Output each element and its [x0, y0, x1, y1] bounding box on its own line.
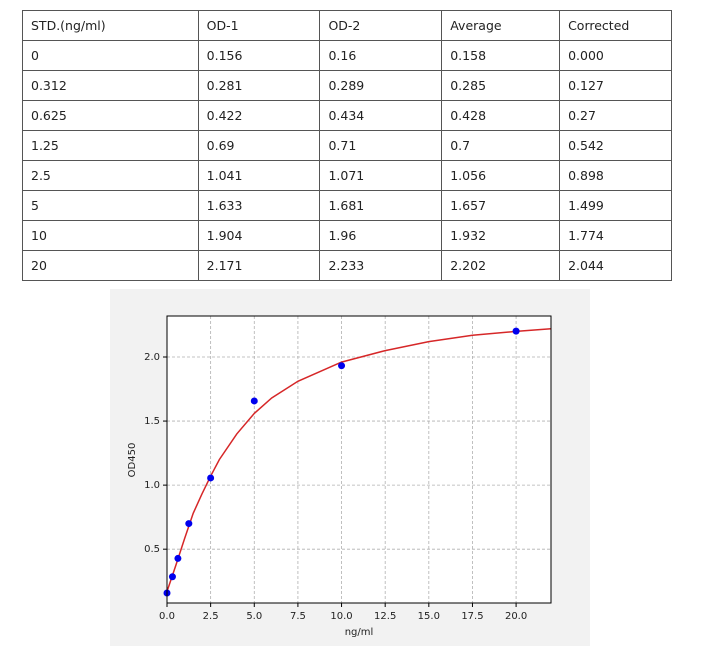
table-cell: 20 [22, 250, 199, 281]
data-point [168, 573, 176, 581]
x-tick-label: 10.0 [330, 611, 352, 622]
table-cell: 2.233 [319, 250, 443, 281]
data-point [174, 554, 182, 562]
data-point [250, 397, 258, 405]
table-cell: 2.044 [559, 250, 672, 281]
table-cell: 0.434 [319, 100, 443, 131]
table-cell: 0.156 [197, 40, 321, 71]
data-point [207, 474, 215, 482]
table-row: 5 1.633 1.681 1.657 1.499 [22, 190, 672, 221]
x-axis-label: ng/ml [345, 627, 374, 638]
table-cell: 5 [22, 190, 199, 221]
plot-area [167, 316, 551, 603]
x-tick-label: 17.5 [461, 611, 483, 622]
y-tick-label: 1.0 [144, 480, 160, 491]
table-row: 10 1.904 1.96 1.932 1.774 [22, 220, 672, 251]
x-tick-label: 5.0 [246, 611, 262, 622]
table-cell: 0.289 [319, 70, 443, 101]
table-cell: 0.428 [441, 100, 561, 131]
x-tick-label: 20.0 [505, 611, 527, 622]
table-cell: OD-1 [197, 10, 321, 41]
table-cell: 1.657 [441, 190, 561, 221]
table-row: 0.625 0.422 0.434 0.428 0.27 [22, 100, 672, 131]
table-cell: STD.(ng/ml) [22, 10, 199, 41]
table-row: 20 2.171 2.233 2.202 2.044 [22, 250, 672, 281]
x-tick-label: 2.5 [203, 611, 219, 622]
table-cell: 1.499 [559, 190, 672, 221]
x-tick-label: 0.0 [159, 611, 175, 622]
y-tick-label: 2.0 [144, 352, 160, 363]
table-cell: 1.056 [441, 160, 561, 191]
table-cell: 0.625 [22, 100, 199, 131]
x-tick-label: 15.0 [418, 611, 440, 622]
table-cell: 1.774 [559, 220, 672, 251]
table-cell: Corrected [559, 10, 672, 41]
table-cell: 1.96 [319, 220, 443, 251]
y-axis-label: OD450 [127, 443, 138, 478]
header-row: STD.(ng/ml) OD-1 OD-2 Average Corrected [22, 10, 672, 41]
plot-frame [166, 315, 552, 604]
table-cell: 1.041 [197, 160, 321, 191]
data-point [185, 520, 193, 528]
table-cell: 0.69 [197, 130, 321, 161]
table-cell: 0.16 [319, 40, 443, 71]
table-cell: 0.7 [441, 130, 561, 161]
y-tick-label: 1.5 [144, 416, 160, 427]
x-tick-label: 7.5 [290, 611, 306, 622]
table-row: 0 0.156 0.16 0.158 0.000 [22, 40, 672, 71]
y-tick-label: 0.5 [144, 544, 160, 555]
table-cell: 0.285 [441, 70, 561, 101]
data-point [338, 362, 346, 370]
table-cell: 2.202 [441, 250, 561, 281]
data-point [512, 327, 520, 335]
table-cell: 0.898 [559, 160, 672, 191]
table-cell: 2.171 [197, 250, 321, 281]
x-tick-label: 12.5 [374, 611, 396, 622]
data-table: STD.(ng/ml) OD-1 OD-2 Average Corrected 0 0.15… [22, 10, 672, 281]
table-cell: Average [441, 10, 561, 41]
